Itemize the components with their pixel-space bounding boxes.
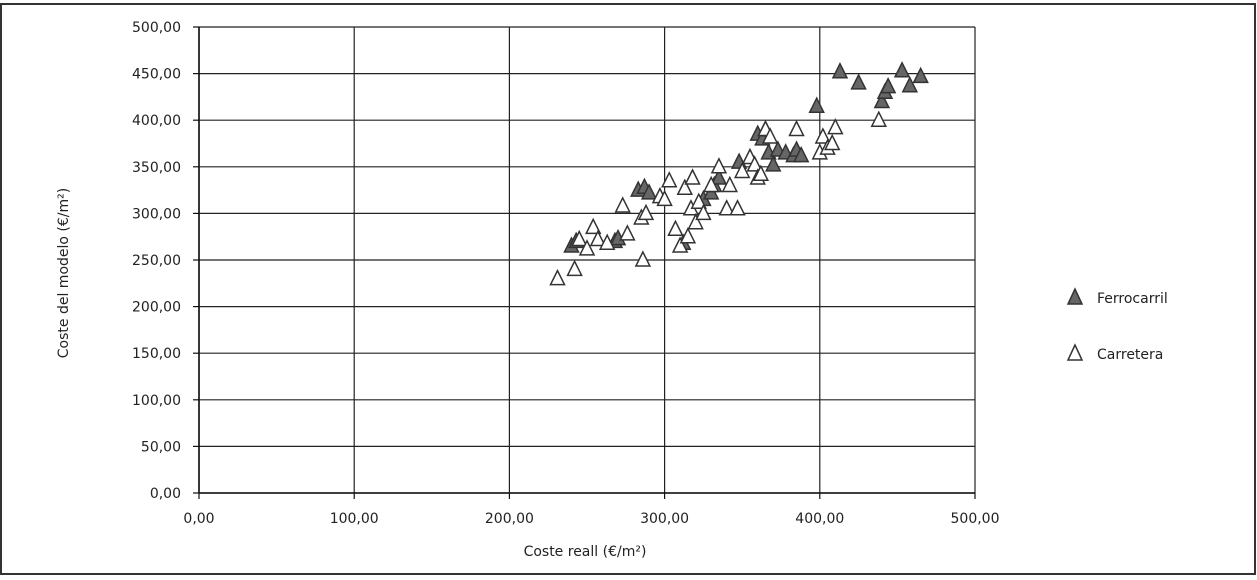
point-ferrocarril-29: [893, 61, 911, 78]
legend-entry-ferrocarril: Ferrocarril: [1066, 287, 1168, 307]
point-carretera-22: [690, 192, 707, 209]
x-axis-ticks: 0,00 100,00 200,00 300,00 400,00 500,00: [183, 493, 1000, 527]
point-carretera-28: [729, 199, 746, 216]
point-carretera-18: [679, 227, 697, 244]
point-carretera-5: [589, 229, 607, 247]
y-tick-label-0: 0,00: [150, 486, 181, 502]
point-carretera-4: [584, 217, 602, 235]
y-tick-label-7: 350,00: [132, 160, 181, 176]
point-ferrocarril-24: [831, 62, 849, 79]
point-carretera-24: [702, 175, 720, 193]
point-ferrocarril-30: [901, 76, 919, 93]
point-ferrocarril-25: [850, 73, 867, 90]
point-carretera-21: [687, 213, 704, 230]
y-tick-label-2: 100,00: [132, 393, 181, 409]
x-tick-label-3: 300,00: [640, 511, 689, 527]
legend-label-carretera: Carretera: [1097, 347, 1163, 363]
y-tick-label-4: 200,00: [132, 300, 181, 316]
point-carretera-31: [746, 155, 763, 172]
point-carretera-25: [710, 157, 728, 174]
legend-marker-carretera: [1066, 343, 1084, 361]
point-ferrocarril-28: [879, 76, 897, 94]
point-carretera-35: [761, 127, 779, 144]
point-carretera-13: [656, 189, 673, 207]
point-carretera-29: [733, 161, 751, 179]
point-carretera-8: [619, 224, 636, 241]
y-tick-label-6: 300,00: [132, 206, 181, 222]
point-carretera-16: [671, 236, 689, 253]
point-carretera-7: [614, 196, 631, 213]
point-carretera-11: [637, 203, 655, 221]
point-carretera-36: [788, 119, 805, 137]
y-tick-label-3: 150,00: [132, 346, 181, 362]
point-carretera-0: [549, 268, 566, 286]
point-carretera-2: [571, 229, 588, 247]
point-carretera-33: [752, 164, 770, 182]
point-ferrocarril-17: [765, 155, 782, 172]
x-tick-label-2: 200,00: [485, 511, 534, 527]
point-ferrocarril-23: [808, 96, 825, 113]
point-carretera-40: [824, 133, 841, 151]
y-axis-title: Coste del modelo (€/m²): [56, 188, 72, 358]
point-ferrocarril-26: [873, 91, 891, 109]
y-tick-label-1: 50,00: [141, 439, 181, 455]
point-ferrocarril-6: [640, 183, 658, 200]
point-ferrocarril-31: [912, 66, 929, 84]
x-tick-label-1: 100,00: [330, 511, 379, 527]
point-carretera-26: [718, 199, 735, 216]
point-carretera-20: [684, 168, 701, 185]
point-carretera-42: [870, 110, 887, 127]
point-carretera-10: [634, 250, 652, 267]
x-tick-label-4: 400,00: [795, 511, 844, 527]
legend-label-ferrocarril: Ferrocarril: [1097, 291, 1168, 307]
point-carretera-3: [578, 239, 596, 256]
legend-marker-ferrocarril: [1066, 287, 1084, 305]
point-carretera-1: [566, 259, 583, 277]
point-ferrocarril-22: [792, 145, 810, 163]
point-carretera-14: [661, 171, 678, 188]
y-tick-label-5: 250,00: [132, 253, 181, 269]
x-tick-label-0: 0,00: [183, 511, 214, 527]
point-carretera-38: [814, 127, 832, 144]
legend-entry-carretera: Carretera: [1066, 343, 1163, 363]
x-axis-title: Coste reall (€/m²): [524, 544, 647, 560]
point-carretera-6: [598, 233, 616, 250]
point-carretera-15: [667, 219, 684, 236]
point-carretera-27: [721, 175, 738, 193]
y-axis-ticks: 0,00 50,00 100,00 150,00 200,00 250,00 300,00 3…: [132, 20, 199, 502]
legend: Ferrocarril Carretera: [1066, 287, 1168, 363]
point-carretera-17: [676, 178, 693, 195]
x-tick-label-5: 500,00: [951, 511, 1000, 527]
point-carretera-41: [827, 117, 844, 135]
y-tick-label-8: 400,00: [132, 113, 181, 129]
outer-border: [0, 3, 1256, 575]
data-points: [549, 61, 929, 286]
y-tick-label-10: 500,00: [132, 20, 181, 36]
y-tick-label-9: 450,00: [132, 67, 181, 83]
point-ferrocarril-11: [710, 168, 728, 185]
point-carretera-23: [695, 203, 712, 221]
